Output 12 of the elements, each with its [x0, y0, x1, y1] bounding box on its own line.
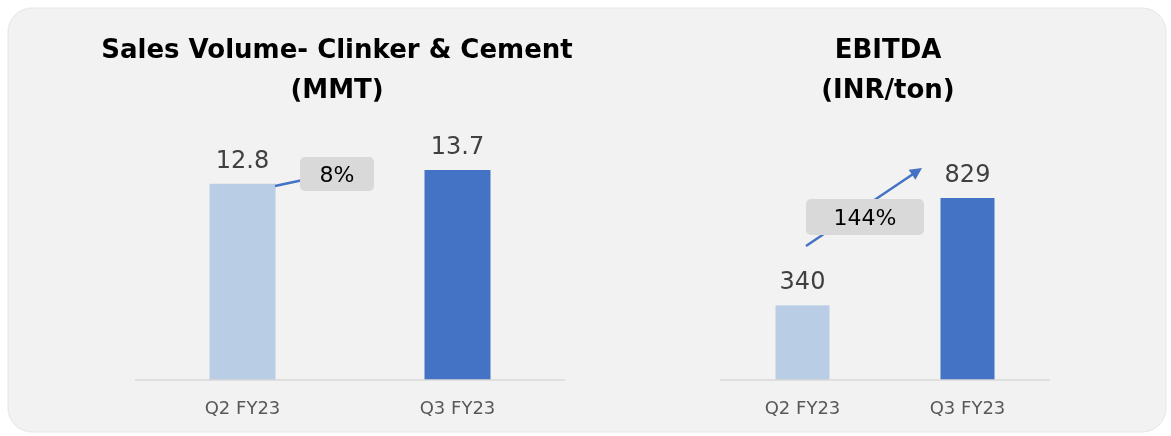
x-tick-label: Q2 FY23 [764, 397, 841, 418]
annotation: 144% [833, 205, 897, 230]
chart-title: Sales Volume- Clinker & Cement (MMT) [101, 34, 573, 104]
data-label: 12.8 [215, 145, 270, 174]
data-label: 340 [779, 267, 826, 296]
data-label: 829 [944, 160, 991, 188]
x-tick-label: Q3 FY23 [929, 397, 1006, 418]
x-tick-label: Q2 FY23 [204, 397, 281, 418]
annotation: 8% [319, 162, 355, 187]
x-tick-label: Q3 FY23 [419, 397, 496, 418]
chart-title: EBITDA (INR/ton) [821, 34, 955, 104]
data-label: 13.7 [430, 132, 485, 160]
